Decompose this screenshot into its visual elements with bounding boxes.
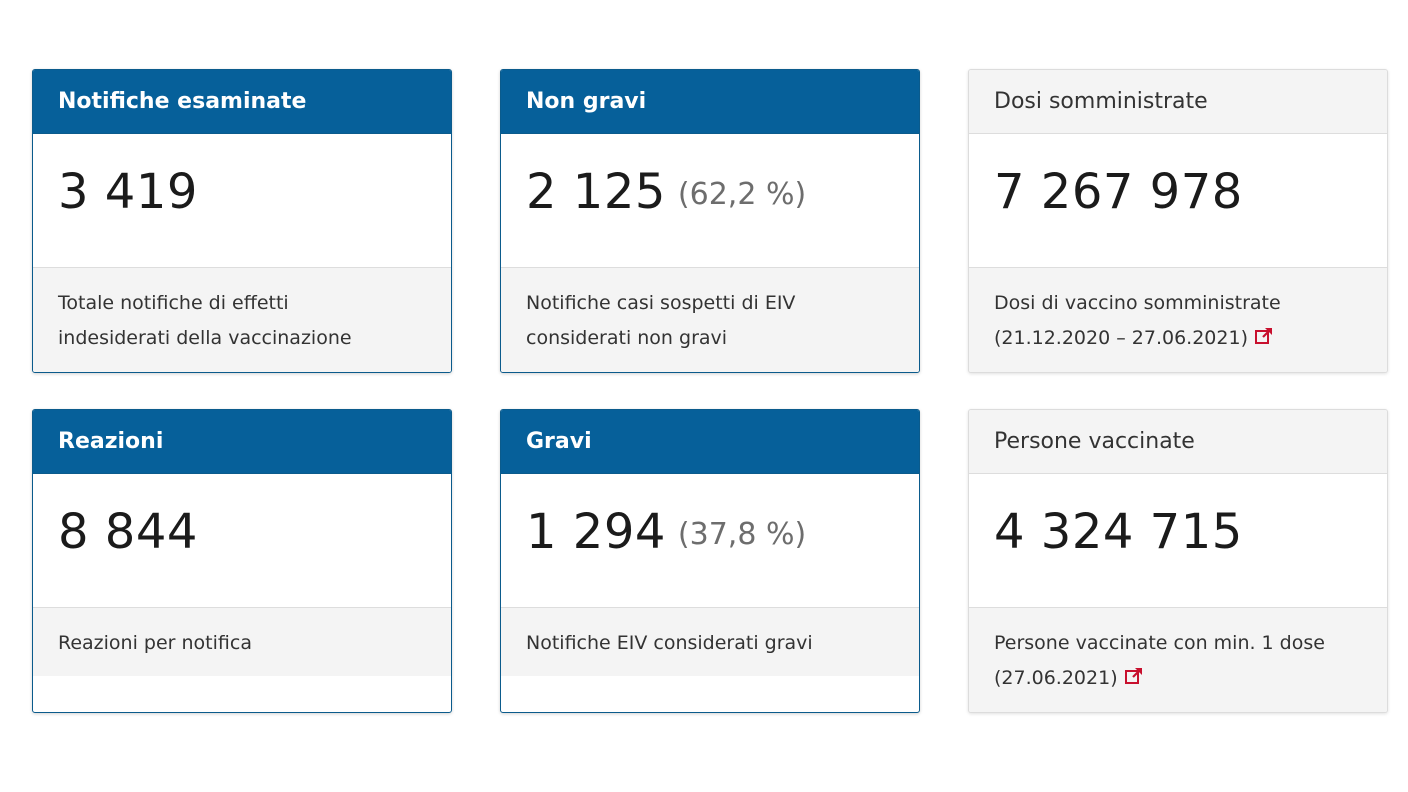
card-title: Persone vaccinate [969,410,1387,474]
card-description: Dosi di vaccino somministrate (21.12.202… [969,268,1387,372]
description-line: Totale notifiche di effetti [58,292,289,314]
card-percent: (62,2 %) [677,177,807,212]
card-value-area: 4 324 715 [969,474,1387,608]
description-date-range: (21.12.2020 – 27.06.2021) [994,327,1248,349]
description-line: Persone vaccinate con min. 1 dose [994,632,1325,654]
description-line: indesiderati della vaccinazione [58,327,352,349]
card-description: Reazioni per notifica [33,608,451,676]
description-line: Dosi di vaccino somministrate [994,292,1281,314]
description-line: Notifiche EIV considerati gravi [526,632,813,654]
card-description: Totale notifiche di effetti indesiderati… [33,268,451,372]
card-value: 2 125 [526,163,666,220]
description-line-with-link: (27.06.2021) [994,661,1362,696]
card-value: 7 267 978 [994,163,1243,220]
card-description: Notifiche EIV considerati gravi [501,608,919,676]
card-title: Reazioni [33,410,451,474]
card-percent: (37,8 %) [677,517,807,552]
card-value-area: 1 294 (37,8 %) [501,474,919,608]
card-value: 1 294 [526,503,666,560]
card-value-area: 8 844 [33,474,451,608]
card-description: Notifiche casi sospetti di EIV considera… [501,268,919,372]
card-value: 8 844 [58,503,198,560]
card-notifiche-esaminate: Notifiche esaminate 3 419 Totale notific… [32,69,452,373]
card-value: 3 419 [58,163,198,220]
card-value-area: 3 419 [33,134,451,268]
description-line-with-link: (21.12.2020 – 27.06.2021) [994,321,1362,356]
description-line: Reazioni per notifica [58,632,252,654]
card-title: Dosi somministrate [969,70,1387,134]
description-line: considerati non gravi [526,327,728,349]
card-dosi-somministrate: Dosi somministrate 7 267 978 Dosi di vac… [968,69,1388,373]
card-value: 4 324 715 [994,503,1243,560]
card-title: Non gravi [501,70,919,134]
description-line: Notifiche casi sospetti di EIV [526,292,796,314]
card-value-area: 2 125 (62,2 %) [501,134,919,268]
stats-grid: Notifiche esaminate 3 419 Totale notific… [32,69,1388,713]
card-non-gravi: Non gravi 2 125 (62,2 %) Notifiche casi … [500,69,920,373]
card-value-area: 7 267 978 [969,134,1387,268]
external-link-icon[interactable] [1124,663,1144,684]
card-gravi: Gravi 1 294 (37,8 %) Notifiche EIV consi… [500,409,920,713]
external-link-icon[interactable] [1254,323,1274,344]
card-reazioni: Reazioni 8 844 Reazioni per notifica [32,409,452,713]
card-title: Notifiche esaminate [33,70,451,134]
card-description: Persone vaccinate con min. 1 dose (27.06… [969,608,1387,712]
card-persone-vaccinate: Persone vaccinate 4 324 715 Persone vacc… [968,409,1388,713]
description-date: (27.06.2021) [994,667,1118,689]
card-title: Gravi [501,410,919,474]
